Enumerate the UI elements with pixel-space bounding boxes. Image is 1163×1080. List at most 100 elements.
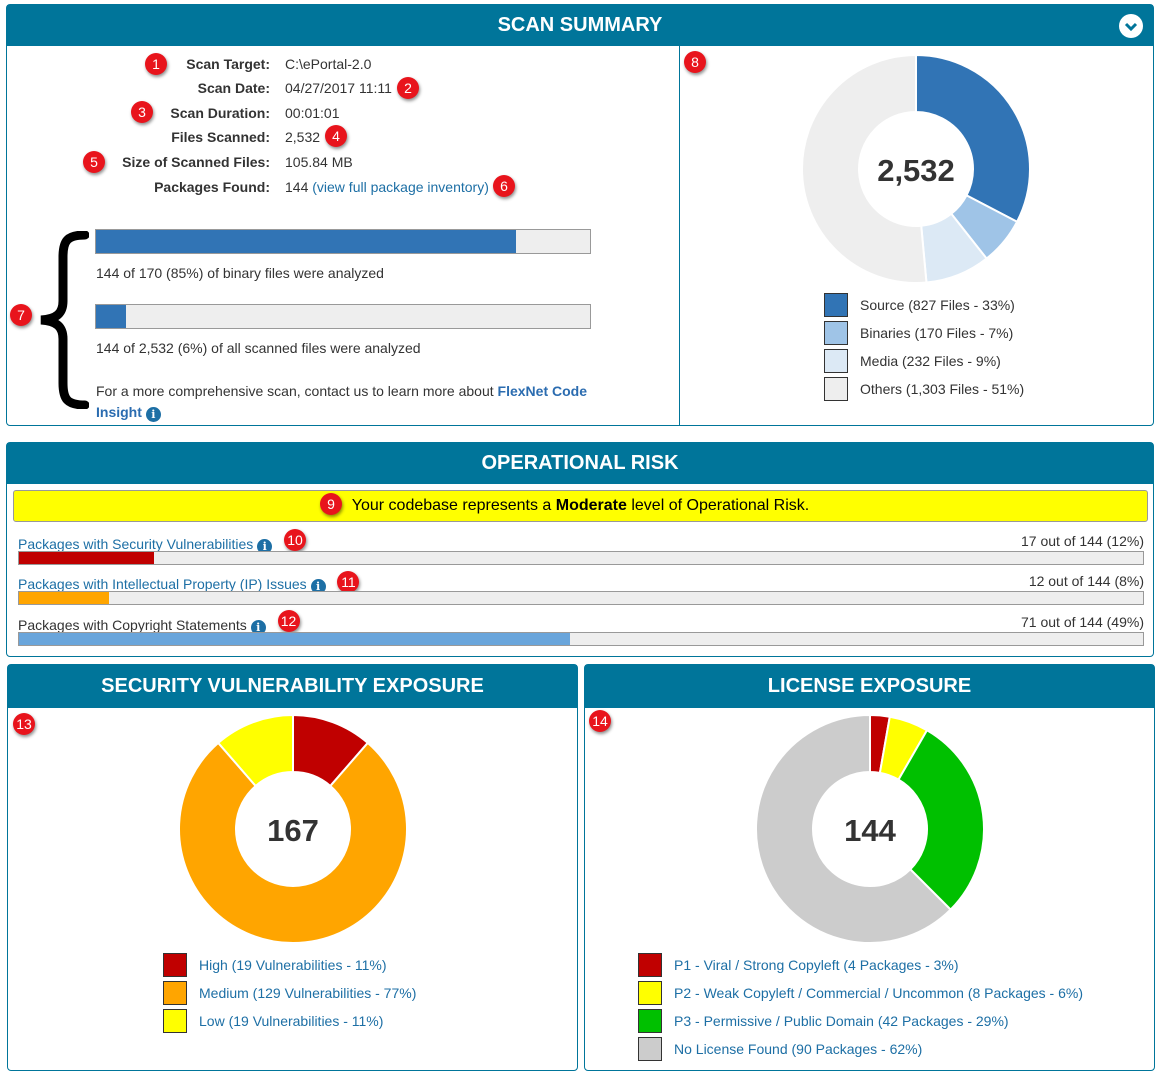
legend-swatch [638, 1009, 662, 1033]
legend-swatch [163, 981, 187, 1005]
legend-swatch [163, 1009, 187, 1033]
field-label: Scan Target: [186, 56, 270, 72]
donut-slice [801, 54, 928, 284]
legend-label: No License Found (90 Packages - 62%) [674, 1041, 923, 1057]
risk-count: 17 out of 144 (12%) [1021, 533, 1144, 549]
risk-row-security: Packages with Security Vulnerabilities i… [18, 529, 1144, 555]
license-donut [755, 714, 985, 944]
annotation-badge: 5 [83, 151, 105, 173]
field-label: Scan Date: [197, 80, 270, 96]
info-icon[interactable]: i [145, 407, 161, 422]
scan-summary-panel: SCAN SUMMARY Scan Target: C:\ePortal-2.0 … [6, 4, 1154, 426]
security-risk-bar [18, 551, 1144, 565]
field-size: Size of Scanned Files: 105.84 MB [7, 154, 607, 174]
donut-center-label: 144 [844, 813, 896, 848]
banner-text-post: level of Operational Risk. [626, 497, 810, 514]
scan-summary-header: SCAN SUMMARY [7, 5, 1153, 46]
legend-label: P2 - Weak Copyleft / Commercial / Uncomm… [674, 985, 1083, 1001]
legend-item: High (19 Vulnerabilities - 11%) [163, 951, 416, 979]
risk-count: 12 out of 144 (8%) [1028, 573, 1144, 589]
annotation-badge: 9 [320, 493, 342, 515]
risk-count: 71 out of 144 (49%) [1021, 614, 1144, 630]
operational-risk-header: OPERATIONAL RISK [7, 443, 1153, 484]
info-icon[interactable]: i [257, 539, 273, 554]
curly-brace [40, 231, 89, 409]
scan-summary-title: SCAN SUMMARY [497, 14, 663, 36]
file-types-legend: Source (827 Files - 33%) Binaries (170 Fi… [824, 291, 1024, 403]
info-icon[interactable]: i [310, 579, 326, 594]
field-scan-duration: Scan Duration: 00:01:01 [7, 105, 607, 125]
binary-files-progress-text: 144 of 170 (85%) of binary files were an… [96, 265, 384, 281]
risk-level-banner: Your codebase represents a Moderate leve… [13, 490, 1148, 522]
operational-risk-panel: OPERATIONAL RISK Your codebase represent… [6, 442, 1154, 657]
license-legend: P1 - Viral / Strong Copyleft (4 Packages… [638, 951, 1083, 1063]
legend-label: P3 - Permissive / Public Domain (42 Pack… [674, 1013, 1009, 1029]
annotation-badge: 12 [277, 610, 300, 632]
annotation-badge: 10 [284, 529, 307, 551]
field-label: Size of Scanned Files: [122, 154, 270, 170]
field-label: Scan Duration: [170, 105, 270, 121]
view-package-inventory-link[interactable]: (view full package inventory) [312, 179, 489, 195]
field-value: 144 [285, 179, 309, 195]
legend-item: Source (827 Files - 33%) [824, 291, 1024, 319]
license-exposure-panel: LICENSE EXPOSURE 14 144 P1 - Viral / Str… [584, 664, 1155, 1071]
security-exposure-panel: SECURITY VULNERABILITY EXPOSURE 13 167 H… [7, 664, 578, 1071]
annotation-badge: 8 [684, 51, 706, 73]
legend-item: Others (1,303 Files - 51%) [824, 375, 1024, 403]
donut-slice [755, 714, 953, 944]
column-divider [679, 46, 680, 426]
legend-item: P3 - Permissive / Public Domain (42 Pack… [638, 1007, 1083, 1035]
legend-swatch [824, 293, 848, 317]
field-packages-found: Packages Found: 144 (view full package in… [7, 179, 607, 199]
field-value: 105.84 MB [285, 154, 353, 170]
annotation-badge: 4 [325, 125, 347, 147]
legend-item: Low (19 Vulnerabilities - 11%) [163, 1007, 416, 1035]
donut-slice [178, 741, 408, 944]
field-value: 2,532 [285, 129, 321, 145]
legend-swatch [638, 953, 662, 977]
legend-label: Medium (129 Vulnerabilities - 77%) [199, 985, 417, 1001]
file-types-donut [801, 54, 1031, 284]
legend-item: No License Found (90 Packages - 62%) [638, 1035, 1083, 1063]
legend-label: High (19 Vulnerabilities - 11%) [199, 957, 387, 973]
flexnet-code-insight-link[interactable]: FlexNet Code Insight [96, 383, 587, 420]
annotation-badge: 7 [10, 304, 32, 326]
binary-files-progress-bar [95, 229, 591, 254]
risk-fill [19, 592, 109, 604]
donut-center-label: 167 [267, 813, 319, 848]
legend-label: Low (19 Vulnerabilities - 11%) [199, 1013, 384, 1029]
security-vulnerabilities-link[interactable]: Packages with Security Vulnerabilities [18, 536, 254, 552]
promo-text: For a more comprehensive scan, contact u… [96, 381, 606, 423]
annotation-badge: 14 [589, 710, 611, 732]
donut-slice [897, 728, 985, 912]
ip-issues-link[interactable]: Packages with Intellectual Property (IP)… [18, 576, 307, 592]
field-label: Packages Found: [154, 179, 270, 195]
all-files-progress-bar [95, 304, 591, 329]
info-icon[interactable]: i [250, 620, 266, 635]
progress-fill [96, 230, 516, 253]
field-value: 04/27/2017 11:11 [285, 80, 392, 96]
license-exposure-title: LICENSE EXPOSURE [767, 675, 972, 697]
legend-swatch [824, 377, 848, 401]
promo-message: For a more comprehensive scan, contact u… [96, 383, 498, 399]
risk-fill [19, 552, 154, 564]
field-value: C:\ePortal-2.0 [285, 56, 372, 72]
risk-row-ip: Packages with Intellectual Property (IP)… [18, 571, 1144, 595]
banner-text-pre: Your codebase represents a [351, 497, 556, 514]
copyright-bar [18, 632, 1144, 646]
risk-fill [19, 633, 570, 645]
field-value: 00:01:01 [285, 105, 340, 121]
ip-risk-bar [18, 591, 1144, 605]
legend-swatch [824, 349, 848, 373]
risk-row-copyright: Packages with Copyright Statements i 12 … [18, 610, 1144, 636]
security-donut [178, 714, 408, 944]
security-exposure-title: SECURITY VULNERABILITY EXPOSURE [101, 675, 484, 697]
legend-swatch [163, 953, 187, 977]
annotation-badge: 6 [493, 175, 515, 197]
legend-label: Media (232 Files - 9%) [860, 353, 1001, 369]
risk-level: Moderate [555, 497, 627, 514]
legend-item: P1 - Viral / Strong Copyleft (4 Packages… [638, 951, 1083, 979]
field-value-wrap: 144 (view full package inventory) [285, 179, 489, 195]
collapse-chevron-icon[interactable] [1119, 14, 1143, 38]
license-exposure-header: LICENSE EXPOSURE [585, 665, 1154, 708]
